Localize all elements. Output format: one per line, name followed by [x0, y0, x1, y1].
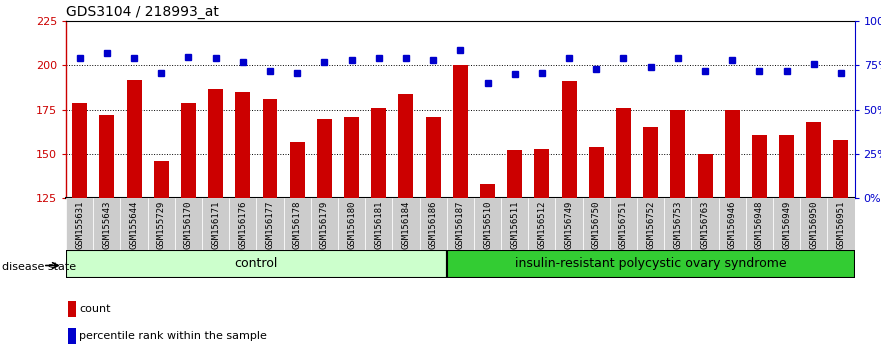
Text: GSM156946: GSM156946	[728, 201, 737, 249]
Bar	[398, 94, 413, 198]
Bar	[338, 198, 365, 250]
Bar	[290, 142, 305, 198]
Text: GSM156184: GSM156184	[402, 201, 411, 249]
Bar	[746, 198, 773, 250]
Bar	[72, 103, 87, 198]
Bar	[556, 198, 582, 250]
Bar	[66, 198, 93, 250]
Bar	[181, 103, 196, 198]
Bar	[725, 110, 740, 198]
Text: GDS3104 / 218993_at: GDS3104 / 218993_at	[66, 5, 219, 19]
Bar	[93, 198, 121, 250]
Bar	[148, 198, 174, 250]
Bar	[692, 198, 719, 250]
Text: GSM155729: GSM155729	[157, 201, 166, 249]
Text: GSM156753: GSM156753	[673, 201, 683, 249]
Bar	[365, 198, 392, 250]
Bar	[453, 65, 468, 198]
Bar	[806, 122, 821, 198]
Text: GSM156181: GSM156181	[374, 201, 383, 249]
Bar	[311, 198, 338, 250]
Bar	[208, 88, 223, 198]
Text: GSM156511: GSM156511	[510, 201, 519, 249]
Bar	[69, 327, 77, 344]
Bar	[154, 161, 169, 198]
Bar	[235, 92, 250, 198]
Text: GSM156186: GSM156186	[429, 201, 438, 249]
Bar	[589, 147, 603, 198]
Text: GSM156171: GSM156171	[211, 201, 220, 249]
Text: GSM156950: GSM156950	[810, 201, 818, 249]
Bar	[263, 99, 278, 198]
Text: GSM155644: GSM155644	[130, 201, 138, 249]
Bar	[637, 198, 664, 250]
Bar	[610, 198, 637, 250]
Bar	[751, 135, 766, 198]
Bar	[561, 81, 576, 198]
Bar	[529, 198, 556, 250]
Bar	[664, 198, 692, 250]
Bar	[419, 198, 447, 250]
Text: GSM156512: GSM156512	[537, 201, 546, 249]
Bar	[447, 198, 474, 250]
Text: GSM156951: GSM156951	[836, 201, 846, 249]
Text: GSM156179: GSM156179	[320, 201, 329, 249]
Text: GSM156749: GSM156749	[565, 201, 574, 249]
Bar	[202, 198, 229, 250]
Bar	[670, 110, 685, 198]
Bar	[121, 198, 148, 250]
Bar	[779, 135, 794, 198]
Bar	[474, 198, 501, 250]
Text: GSM156752: GSM156752	[646, 201, 655, 249]
Bar	[66, 250, 447, 278]
Text: GSM156187: GSM156187	[455, 201, 465, 249]
Text: insulin-resistant polycystic ovary syndrome: insulin-resistant polycystic ovary syndr…	[515, 257, 787, 270]
Bar	[371, 108, 386, 198]
Bar	[69, 301, 77, 317]
Text: percentile rank within the sample: percentile rank within the sample	[79, 331, 267, 341]
Bar	[773, 198, 800, 250]
Text: GSM156176: GSM156176	[238, 201, 248, 249]
Bar	[643, 127, 658, 198]
Bar	[800, 198, 827, 250]
Bar	[127, 80, 142, 198]
Text: GSM156177: GSM156177	[265, 201, 275, 249]
Bar	[100, 115, 115, 198]
Text: GSM155643: GSM155643	[102, 201, 111, 249]
Text: control: control	[234, 257, 278, 270]
Bar	[256, 198, 284, 250]
Bar	[833, 140, 848, 198]
Bar	[719, 198, 746, 250]
Bar	[480, 184, 495, 198]
Text: GSM156948: GSM156948	[755, 201, 764, 249]
Text: disease state: disease state	[2, 262, 76, 272]
Bar	[426, 117, 440, 198]
Bar	[827, 198, 855, 250]
Text: GSM156949: GSM156949	[782, 201, 791, 249]
Bar	[317, 119, 332, 198]
Bar	[392, 198, 419, 250]
Bar	[501, 198, 529, 250]
Text: GSM156763: GSM156763	[700, 201, 709, 249]
Text: count: count	[79, 304, 111, 314]
Text: GSM156180: GSM156180	[347, 201, 356, 249]
Text: GSM156170: GSM156170	[184, 201, 193, 249]
Text: GSM156750: GSM156750	[592, 201, 601, 249]
Bar	[535, 149, 550, 198]
Bar	[174, 198, 202, 250]
Bar	[229, 198, 256, 250]
Text: GSM156510: GSM156510	[483, 201, 492, 249]
Text: GSM156178: GSM156178	[292, 201, 301, 249]
Bar	[616, 108, 631, 198]
Text: GSM155631: GSM155631	[75, 201, 85, 249]
Bar	[698, 154, 713, 198]
Bar	[284, 198, 311, 250]
Bar	[507, 150, 522, 198]
Bar	[344, 117, 359, 198]
Bar	[582, 198, 610, 250]
Text: GSM156751: GSM156751	[619, 201, 628, 249]
Bar	[447, 250, 855, 278]
